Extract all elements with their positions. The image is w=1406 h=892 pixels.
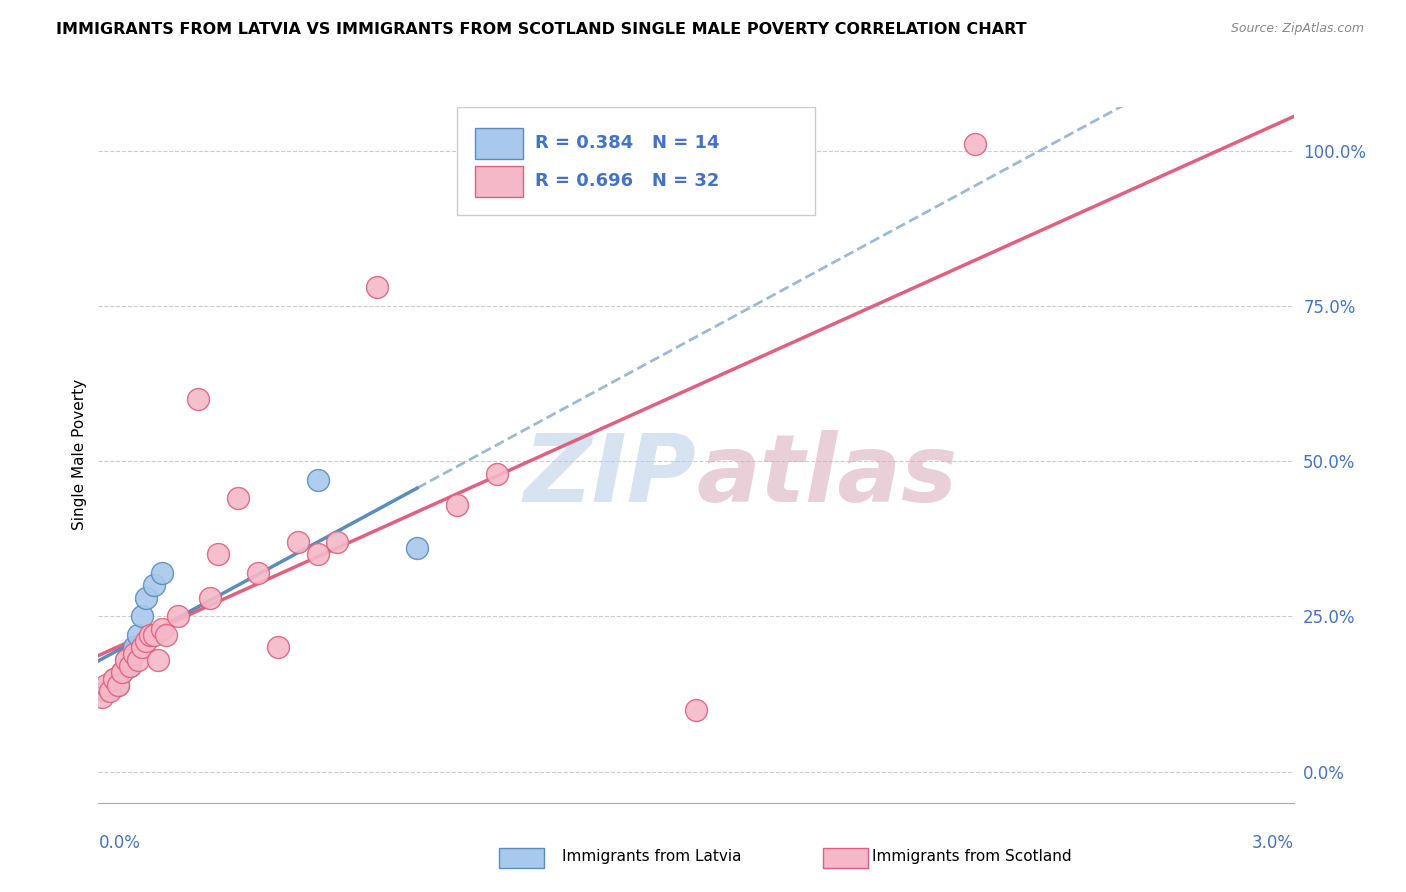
Point [446, 498, 468, 512]
Point [685, 703, 707, 717]
Point [111, 665, 134, 680]
Text: Immigrants from Scotland: Immigrants from Scotland [872, 849, 1071, 863]
Point [267, 640, 290, 655]
Point [131, 609, 153, 624]
Point [124, 640, 146, 655]
Point [406, 541, 429, 555]
FancyBboxPatch shape [457, 107, 815, 215]
Point [91, 690, 114, 705]
FancyBboxPatch shape [475, 128, 523, 159]
Point [485, 467, 508, 481]
Point [366, 280, 388, 294]
Point [143, 628, 166, 642]
Text: R = 0.384   N = 14: R = 0.384 N = 14 [534, 134, 718, 153]
Point [96, 684, 118, 698]
Point [198, 591, 221, 605]
Text: Immigrants from Latvia: Immigrants from Latvia [562, 849, 742, 863]
Point [307, 547, 329, 561]
Point [115, 653, 138, 667]
Point [103, 672, 125, 686]
Point [135, 634, 157, 648]
Text: R = 0.696   N = 32: R = 0.696 N = 32 [534, 172, 718, 191]
Point [120, 659, 142, 673]
Point [127, 628, 149, 642]
Text: 0.0%: 0.0% [98, 834, 141, 852]
Point [150, 566, 173, 580]
Point [131, 640, 153, 655]
Point [120, 659, 142, 673]
Point [148, 653, 170, 667]
Point [115, 653, 138, 667]
Point [143, 578, 166, 592]
Point [96, 678, 118, 692]
Point [107, 678, 129, 692]
Point [246, 566, 269, 580]
Point [207, 547, 229, 561]
Text: IMMIGRANTS FROM LATVIA VS IMMIGRANTS FROM SCOTLAND SINGLE MALE POVERTY CORRELATI: IMMIGRANTS FROM LATVIA VS IMMIGRANTS FRO… [56, 22, 1026, 37]
Point [139, 628, 162, 642]
Y-axis label: Single Male Poverty: Single Male Poverty [72, 379, 87, 531]
Point [155, 628, 177, 642]
Point [98, 684, 122, 698]
FancyBboxPatch shape [475, 166, 523, 197]
Point [107, 678, 129, 692]
Point [127, 653, 149, 667]
Point [226, 491, 249, 506]
Point [307, 473, 329, 487]
Point [150, 622, 173, 636]
Point [103, 672, 125, 686]
Point [111, 665, 134, 680]
Point [963, 137, 986, 152]
Point [124, 647, 146, 661]
Point [287, 535, 309, 549]
Text: ZIP: ZIP [523, 430, 696, 522]
Point [326, 535, 349, 549]
Point [135, 591, 157, 605]
Text: atlas: atlas [696, 430, 957, 522]
Point [167, 609, 190, 624]
Point [187, 392, 209, 406]
Text: Source: ZipAtlas.com: Source: ZipAtlas.com [1230, 22, 1364, 36]
Text: 3.0%: 3.0% [1251, 834, 1294, 852]
